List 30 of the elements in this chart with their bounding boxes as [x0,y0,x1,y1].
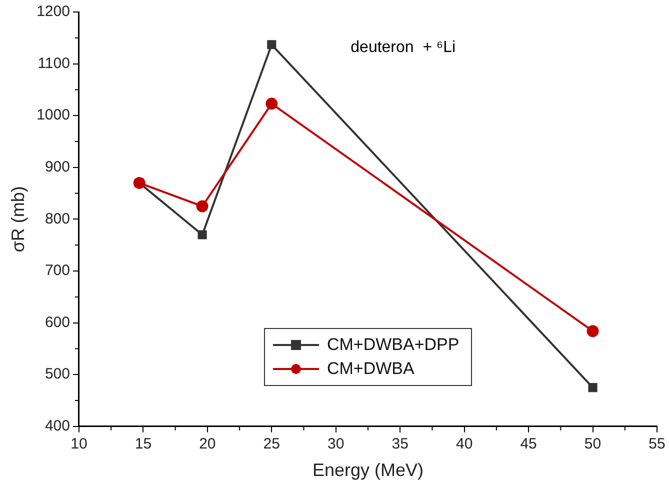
y-tick-label: 1100 [38,54,70,72]
y-tick-label: 1200 [36,3,70,20]
y-tick-label: 1000 [36,106,70,124]
x-tick-label: 45 [520,436,537,453]
point [588,383,598,392]
y-axis-title: σR (mb) [8,186,28,252]
x-tick-label: 20 [199,436,216,453]
x-tick-label: 10 [70,436,88,453]
legend-label: CM+DWBA [326,359,414,380]
point [267,40,276,50]
point [266,98,278,110]
x-tick-label: 55 [648,436,666,453]
legend-label: CM+DWBA+DPP [326,335,460,356]
point [196,200,208,212]
y-tick-label: 600 [44,314,70,331]
annotation: deuteron + ⁶Li [350,39,456,56]
y-tick-label: 900 [44,158,70,176]
y-tick-label: 400 [44,418,70,435]
point [586,325,599,338]
x-tick-label: 25 [263,436,280,453]
point [198,230,207,240]
y-tick-label: 500 [44,366,70,383]
y-tick-label: 700 [44,262,70,280]
x-tick-label: 30 [328,436,344,453]
x-axis-title: Energy (MeV) [312,460,424,480]
y-tick-label: 800 [44,210,70,228]
x-tick-label: 40 [456,436,473,453]
x-tick-label: 50 [584,436,602,453]
x-tick-label: 35 [392,436,408,453]
x-tick-label: 15 [134,436,152,453]
